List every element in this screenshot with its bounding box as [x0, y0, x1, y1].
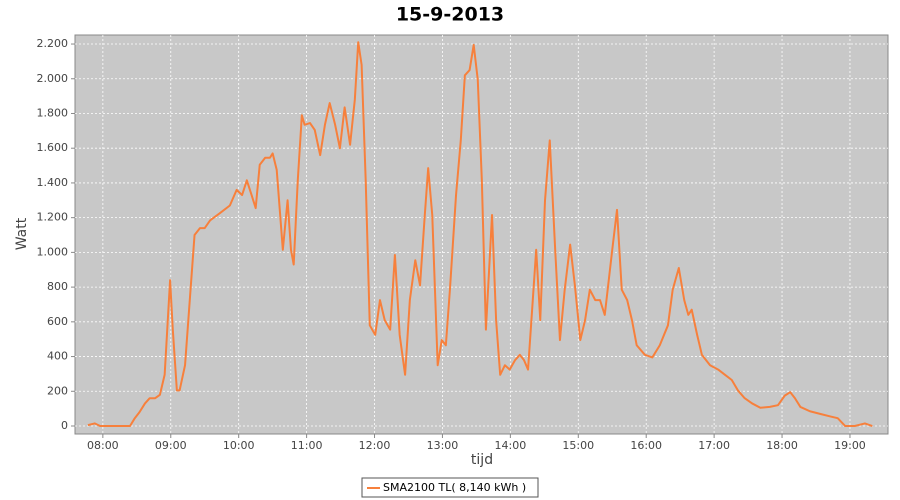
y-tick-label: 1.000: [37, 245, 69, 258]
x-tick-label: 16:00: [630, 439, 662, 452]
x-tick-label: 13:00: [427, 439, 459, 452]
y-tick-label: 800: [47, 280, 68, 293]
x-tick-label: 15:00: [562, 439, 594, 452]
y-tick-label: 2.200: [37, 37, 69, 50]
y-tick-label: 2.000: [37, 72, 69, 85]
y-tick-label: 400: [47, 350, 68, 363]
x-tick-label: 08:00: [87, 439, 119, 452]
y-tick-label: 1.200: [37, 211, 69, 224]
legend: [361, 477, 539, 498]
y-tick-label: 1.600: [37, 141, 69, 154]
x-tick-label: 17:00: [698, 439, 730, 452]
x-tick-label: 10:00: [223, 439, 255, 452]
x-tick-label: 12:00: [359, 439, 391, 452]
plot-area: [74, 34, 889, 435]
x-tick-label: 19:00: [834, 439, 866, 452]
y-tick-label: 1.800: [37, 106, 69, 119]
y-tick-label: 200: [47, 384, 68, 397]
x-axis-label: tijd: [471, 452, 493, 468]
legend-label: SMA2100 TL( 8,140 kWh ): [383, 481, 526, 494]
y-tick-label: 1.400: [37, 176, 69, 189]
chart-title: 15-9-2013: [396, 4, 504, 26]
x-tick-label: 11:00: [291, 439, 323, 452]
x-tick-label: 09:00: [155, 439, 187, 452]
x-tick-label: 18:00: [766, 439, 798, 452]
y-tick-label: 600: [47, 315, 68, 328]
x-tick-label: 14:00: [495, 439, 527, 452]
series-line: [87, 41, 873, 428]
y-axis-label: Watt: [14, 217, 30, 250]
y-tick-label: 0: [61, 419, 68, 432]
